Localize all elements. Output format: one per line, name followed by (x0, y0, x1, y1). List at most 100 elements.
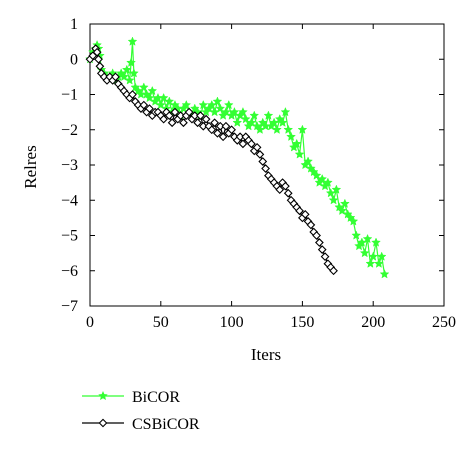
x-tick-label: 50 (153, 314, 169, 331)
data-point (229, 106, 240, 117)
data-point (317, 173, 328, 184)
data-point (263, 110, 274, 120)
series-line (89, 47, 335, 272)
data-point (138, 82, 149, 92)
data-point (362, 233, 373, 244)
data-point (207, 125, 217, 135)
data-point (376, 251, 387, 261)
series-layer (85, 36, 390, 279)
x-tick-label: 250 (432, 314, 456, 331)
data-point (210, 118, 219, 128)
data-point (238, 106, 248, 117)
data-point (379, 269, 390, 279)
data-point (365, 258, 376, 268)
data-point (212, 96, 223, 106)
series-bicor (85, 36, 390, 279)
data-point (193, 118, 202, 128)
y-tick-label: 0 (70, 51, 78, 68)
data-point (181, 99, 192, 110)
legend-label: CSBiCOR (132, 416, 200, 433)
data-point (331, 184, 342, 194)
data-point (201, 114, 211, 124)
data-point (261, 164, 270, 173)
y-tick-label: −4 (61, 192, 78, 209)
data-point (147, 85, 158, 96)
data-point (280, 106, 291, 117)
data-point (337, 205, 347, 215)
data-point (170, 107, 180, 117)
data-point (246, 117, 257, 127)
x-tick-label: 200 (361, 314, 385, 331)
data-point (196, 111, 205, 121)
data-point (258, 157, 268, 166)
data-point (145, 104, 154, 113)
data-point (320, 252, 330, 262)
data-point (155, 99, 166, 110)
data-point (121, 64, 132, 74)
data-point (215, 103, 226, 113)
data-point (198, 99, 209, 110)
y-tick-label: −3 (61, 157, 78, 174)
data-point (328, 195, 339, 205)
data-point (238, 139, 248, 149)
data-point (275, 185, 285, 195)
data-point (283, 124, 294, 134)
y-tick-label: −7 (61, 298, 78, 315)
legend: BiCOR CSBiCOR (82, 389, 200, 433)
data-point (184, 107, 194, 117)
data-point (221, 121, 231, 131)
data-point (373, 258, 384, 268)
data-point (306, 220, 316, 230)
data-point (213, 128, 222, 138)
legend-item-csbicor: CSBiCOR (82, 416, 200, 433)
y-axis-label: Relres (21, 145, 40, 188)
data-point (240, 114, 251, 124)
data-point (221, 106, 231, 117)
data-point (351, 230, 362, 240)
data-point (255, 150, 265, 159)
data-point (247, 139, 256, 149)
data-point (190, 111, 200, 121)
data-point (167, 118, 177, 128)
data-point (348, 216, 359, 226)
series-csbicor (85, 44, 338, 276)
data-point (119, 71, 129, 82)
legend-item-bicor: BiCOR (82, 389, 180, 406)
x-axis-label: Iters (251, 345, 281, 364)
data-point (159, 114, 169, 124)
y-tick-label: −5 (61, 228, 78, 245)
data-point (235, 132, 245, 142)
data-point (164, 96, 175, 106)
data-point (94, 54, 103, 64)
data-point (277, 117, 288, 127)
data-point (218, 132, 228, 142)
x-tick-label: 0 (86, 314, 94, 331)
data-point (322, 177, 333, 187)
data-point (92, 47, 102, 57)
data-point (127, 36, 138, 46)
data-point (223, 99, 234, 110)
data-point (128, 90, 137, 99)
axes: 0 50 100 150 200 250 1 0 −1 −2 −3 −4 −5 −6 −7 (61, 16, 456, 331)
data-point (312, 231, 321, 240)
data-point (164, 111, 174, 121)
data-point (317, 245, 327, 254)
data-point (339, 198, 350, 208)
legend-label: BiCOR (132, 389, 180, 406)
data-point (124, 75, 135, 85)
data-point (311, 170, 322, 180)
data-point (179, 118, 188, 128)
data-point (126, 57, 136, 67)
data-point (359, 247, 370, 258)
data-point (272, 124, 282, 134)
data-point (95, 61, 105, 71)
data-point (303, 156, 313, 166)
y-tick-label: −1 (61, 87, 78, 104)
plot-frame (89, 23, 445, 307)
data-point (295, 206, 304, 216)
data-point (176, 111, 186, 121)
data-point (286, 131, 296, 141)
data-point (368, 251, 379, 261)
data-point (111, 72, 120, 82)
